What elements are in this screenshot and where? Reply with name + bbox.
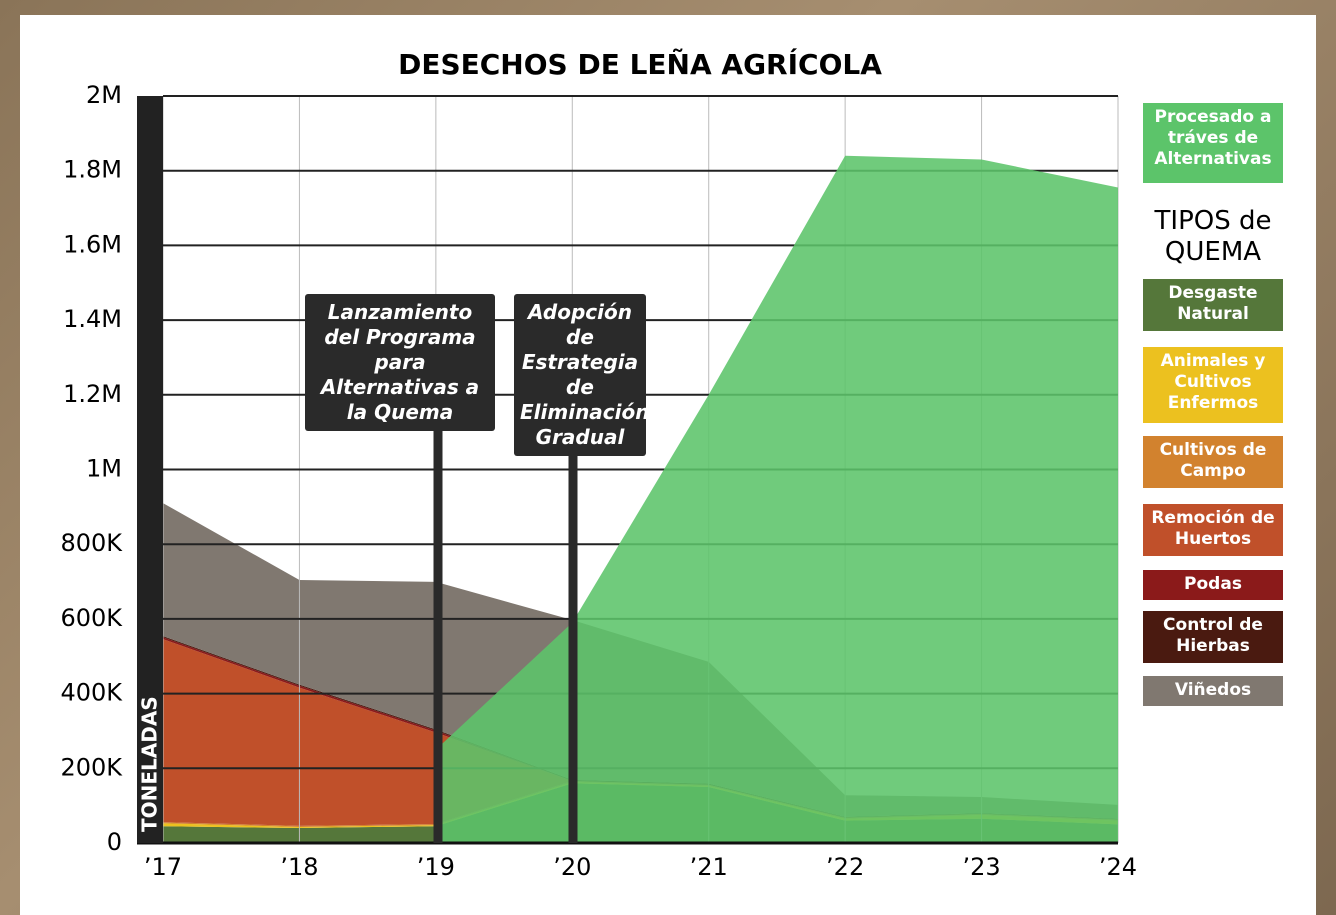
- y-tick-label: 1.6M: [63, 230, 122, 258]
- x-tick-label: ’20: [553, 853, 591, 881]
- y-tick-label: 1.4M: [63, 305, 122, 333]
- x-tick-label: ’18: [280, 853, 318, 881]
- legend-entry: Cultivos de Campo: [1143, 436, 1283, 488]
- legend-entry: Remoción de Huertos: [1143, 504, 1283, 556]
- annotation: Adopción de Estrategia de Eliminación Gr…: [514, 294, 650, 456]
- y-axis-bar: [137, 96, 163, 843]
- x-tick-label: ’22: [826, 853, 864, 881]
- legend-entry: Control de Hierbas: [1143, 611, 1283, 663]
- area: [163, 639, 1118, 826]
- y-axis-label: TONELADAS: [138, 696, 162, 832]
- annotation: Lanzamiento del Programa para Alternativ…: [305, 294, 495, 431]
- y-tick-label: 1M: [86, 455, 122, 483]
- x-tick-label: ’17: [144, 853, 182, 881]
- area: [435, 155, 1118, 843]
- legend-entry: Animales y Cultivos Enfermos: [1143, 347, 1283, 423]
- x-tick-label: ’19: [417, 853, 455, 881]
- x-tick-label: ’21: [690, 853, 728, 881]
- y-tick-label: 0: [107, 828, 122, 856]
- y-tick-label: 400K: [60, 679, 123, 707]
- y-tick-label: 600K: [60, 604, 123, 632]
- y-tick-label: 200K: [60, 753, 123, 781]
- chart-title: DESECHOS DE LEÑA AGRÍCOLA: [398, 47, 882, 81]
- y-tick-label: 2M: [86, 81, 122, 109]
- y-tick-label: 1.2M: [63, 380, 122, 408]
- legend-title: TIPOS de QUEMA: [1154, 206, 1272, 267]
- legend-entry: Procesado a tráves de Alternativas: [1143, 103, 1283, 183]
- y-tick-label: 800K: [60, 529, 123, 557]
- y-tick-label: 1.8M: [63, 156, 122, 184]
- legend-entry: Desgaste Natural: [1143, 279, 1283, 331]
- x-tick-label: ’24: [1099, 853, 1137, 881]
- x-tick-label: ’23: [962, 853, 1000, 881]
- legend-entry: Viñedos: [1143, 676, 1283, 706]
- legend-entry: Podas: [1143, 570, 1283, 600]
